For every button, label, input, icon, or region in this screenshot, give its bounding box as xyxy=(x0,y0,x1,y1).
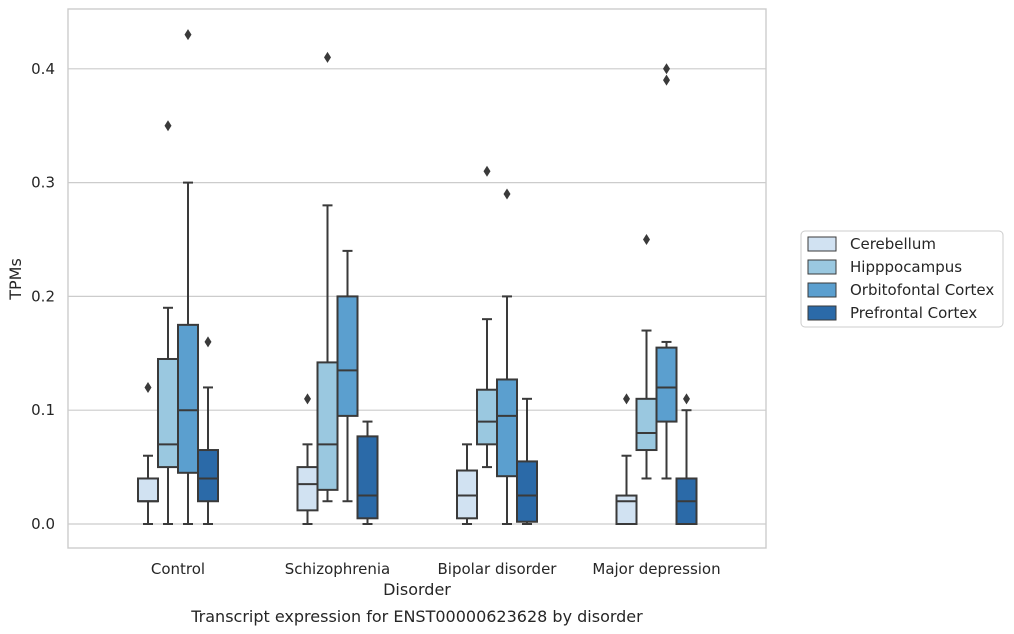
x-axis-title: Disorder xyxy=(383,580,451,599)
box-hipppocampus xyxy=(476,165,498,469)
box-cerebellum xyxy=(615,393,638,525)
iqr-box xyxy=(655,346,678,423)
outlier-point xyxy=(683,393,690,405)
outlier-point xyxy=(503,188,511,200)
legend-swatch xyxy=(807,282,837,298)
box-orbitofontal-cortex xyxy=(655,63,678,480)
iqr-box xyxy=(336,295,359,417)
legend-label: Orbitofontal Cortex xyxy=(850,281,994,299)
iqr-box xyxy=(197,449,219,503)
x-tick-label: Schizophrenia xyxy=(285,560,390,578)
box-layer xyxy=(137,29,698,526)
iqr-box xyxy=(157,357,179,469)
outlier-point xyxy=(164,120,172,132)
iqr-box xyxy=(496,378,518,478)
iqr-box xyxy=(615,494,638,525)
legend-label: Hipppocampus xyxy=(850,258,962,276)
plot-frame xyxy=(67,8,767,549)
iqr-box xyxy=(177,323,199,474)
box-cerebellum xyxy=(137,381,159,525)
y-tick-label: 0.0 xyxy=(31,515,55,533)
box-cerebellum xyxy=(456,443,478,525)
outlier-point xyxy=(663,74,670,86)
outlier-point xyxy=(623,393,630,405)
outlier-point xyxy=(324,51,331,63)
iqr-box xyxy=(316,361,339,491)
box-prefrontal-cortex xyxy=(675,393,698,526)
box-hipppocampus xyxy=(316,51,339,503)
box-hipppocampus xyxy=(635,234,658,480)
legend-frame xyxy=(800,230,1004,328)
iqr-box xyxy=(356,435,379,520)
box-prefrontal-cortex xyxy=(197,336,219,525)
legend-label: Cerebellum xyxy=(850,235,936,253)
iqr-box xyxy=(516,460,538,523)
x-tick-label: Major depression xyxy=(592,560,720,578)
y-tick-label: 0.3 xyxy=(31,174,55,192)
x-tick-label: Control xyxy=(151,560,205,578)
chart-caption: Transcript expression for ENST0000062362… xyxy=(190,607,643,626)
x-tick-labels: Control Schizophrenia Bipolar disorder Majo… xyxy=(151,560,721,578)
y-tick-label: 0.4 xyxy=(31,60,55,78)
outlier-point xyxy=(483,165,491,177)
box-prefrontal-cortex xyxy=(516,397,538,525)
legend-swatch xyxy=(807,236,837,252)
legend: Cerebellum Hipppocampus Orbitofontal Corte… xyxy=(800,230,1004,328)
legend-label: Prefrontal Cortex xyxy=(850,304,977,322)
legend-swatch xyxy=(807,305,837,321)
box-hipppocampus xyxy=(157,120,179,525)
y-tick-label: 0.1 xyxy=(31,401,55,419)
box-orbitofontal-cortex xyxy=(336,249,359,503)
outlier-point xyxy=(304,393,311,405)
outlier-point xyxy=(643,234,650,245)
outlier-point xyxy=(204,336,212,348)
y-axis-title: TPMs xyxy=(6,258,25,301)
iqr-box xyxy=(137,477,159,503)
iqr-box xyxy=(476,388,498,446)
outlier-point xyxy=(184,29,192,41)
outlier-point xyxy=(144,381,152,393)
y-tick-labels: 0.0 0.1 0.2 0.3 0.4 xyxy=(31,60,55,533)
outlier-point xyxy=(663,63,670,75)
box-orbitofontal-cortex xyxy=(496,188,518,525)
box-cerebellum xyxy=(296,393,319,525)
box-prefrontal-cortex xyxy=(356,420,379,525)
iqr-box xyxy=(635,397,658,452)
legend-swatch xyxy=(807,259,837,275)
iqr-box xyxy=(296,466,319,512)
box-orbitofontal-cortex xyxy=(177,29,199,525)
y-tick-label: 0.2 xyxy=(31,287,55,305)
iqr-box xyxy=(456,469,478,520)
x-tick-label: Bipolar disorder xyxy=(438,560,558,578)
